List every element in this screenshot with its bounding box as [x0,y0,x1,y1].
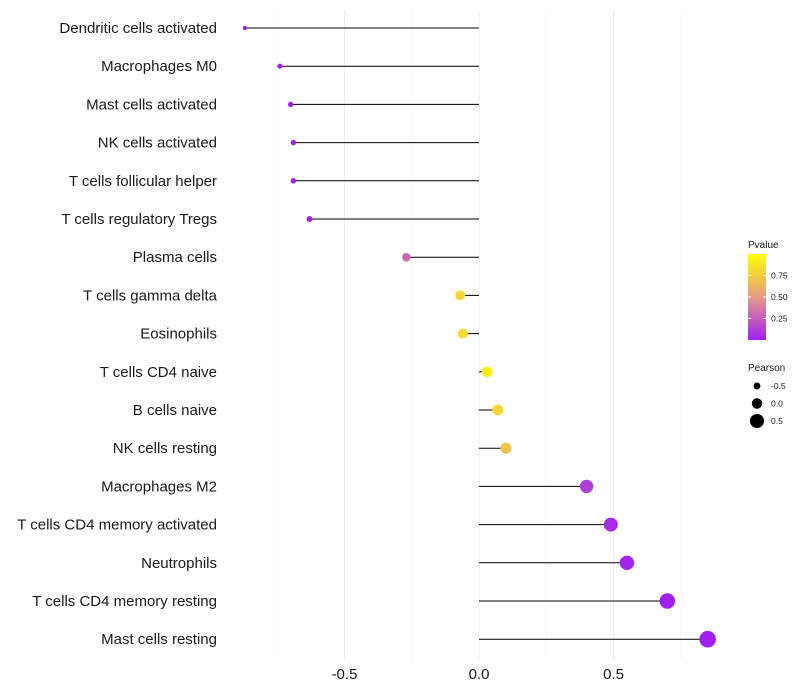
category-label: T cells CD4 naive [100,364,217,381]
lollipop-point [277,63,283,69]
lollipop-point [457,328,468,339]
pearson-legend: Pearson -0.5 0.0 0.5 [748,363,786,429]
category-label: Macrophages M0 [101,58,217,75]
pearson-legend-point [753,382,761,390]
pvalue-colorbar [748,254,766,340]
category-label: Macrophages M2 [101,478,217,495]
category-label: T cells CD4 memory resting [32,593,217,610]
pvalue-tick-label: 0.25 [771,314,788,324]
lollipop-point [287,101,294,108]
pvalue-legend-ticks: 0.75 0.50 0.25 [748,271,788,324]
lollipop-point [603,517,618,532]
category-label: T cells regulatory Tregs [61,211,217,228]
lollipop-point [242,25,248,31]
lollipop-point [579,479,594,494]
pearson-legend-title: Pearson [748,363,785,374]
category-labels: Dendritic cells activated Macrophages M0 M… [17,20,217,648]
x-tick-label: 0.0 [469,666,490,683]
lollipop-point [402,252,411,262]
lollipop-point [619,555,635,571]
category-label: Mast cells resting [101,631,217,648]
lollipop-point [290,178,297,184]
lollipop-point [455,290,466,301]
pearson-legend-keys: -0.5 0.0 0.5 [749,381,786,429]
lollipop-point [500,442,512,454]
pearson-legend-point [751,398,763,409]
lollipop-point [306,216,313,222]
category-label: Neutrophils [141,555,217,572]
category-label: B cells naive [133,402,217,419]
lollipop-point [481,366,493,378]
x-axis-tick-labels: -0.5 0.0 0.5 [332,666,624,683]
category-label: Mast cells activated [86,96,217,113]
pearson-legend-label: 0.5 [771,416,783,426]
lollipop-point [492,404,504,416]
pvalue-legend-title: Pvalue [748,240,779,251]
category-label: T cells gamma delta [83,287,218,304]
category-label: T cells follicular helper [69,173,217,190]
pvalue-legend: Pvalue 0.75 0.50 0.25 [748,240,788,340]
x-tick-label: 0.5 [603,666,624,683]
pvalue-tick-label: 0.75 [771,271,788,281]
grid-layer [276,10,682,660]
lollipop-point [290,139,297,146]
pearson-legend-label: 0.0 [771,399,783,409]
pearson-legend-point [749,413,765,429]
lollipop-point [699,630,716,648]
stem-layer [244,27,708,640]
pvalue-tick-label: 0.50 [771,292,788,302]
category-label: NK cells resting [113,440,217,457]
pearson-legend-label: -0.5 [771,381,786,391]
category-label: Plasma cells [133,249,217,266]
category-label: T cells CD4 memory activated [17,517,217,534]
category-label: Dendritic cells activated [59,20,217,37]
lollipop-point [659,593,676,609]
x-tick-label: -0.5 [332,666,358,683]
category-label: Eosinophils [140,326,217,343]
point-layer [242,25,716,648]
category-label: NK cells activated [98,135,217,152]
